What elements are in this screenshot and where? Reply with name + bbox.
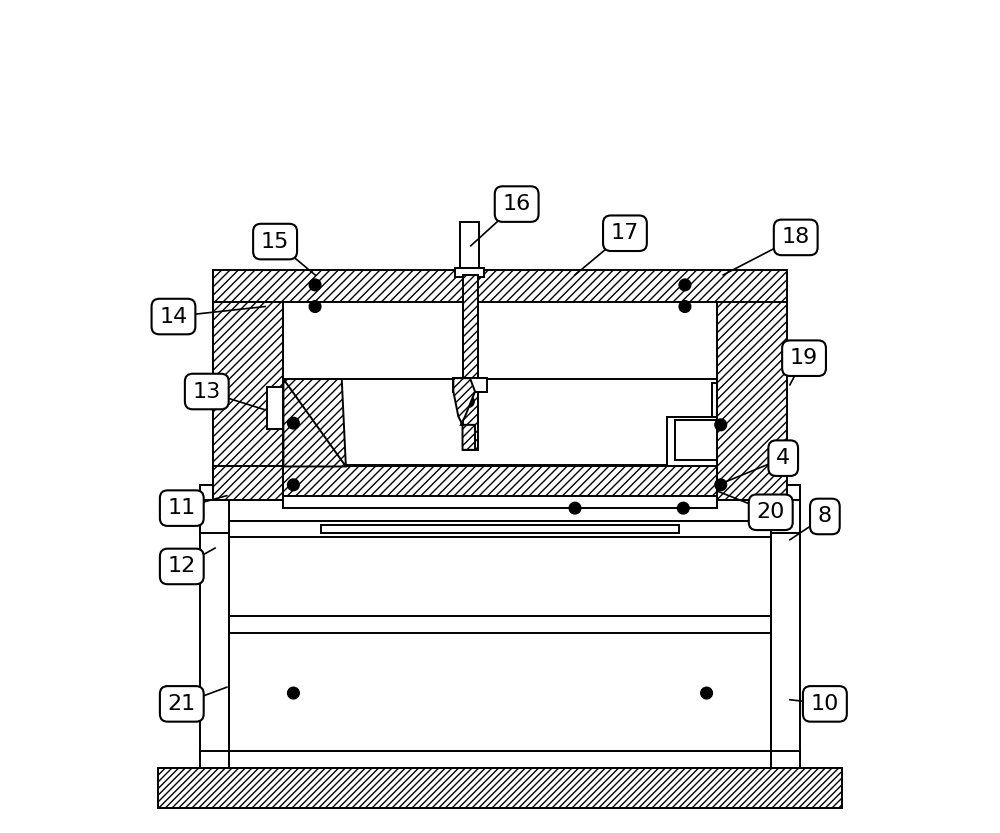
Text: 18: 18: [782, 227, 810, 247]
Text: 20: 20: [757, 502, 785, 522]
Bar: [321, 525, 679, 533]
Circle shape: [309, 301, 321, 312]
Circle shape: [288, 417, 299, 429]
Circle shape: [701, 687, 712, 699]
Text: 13: 13: [193, 382, 221, 402]
Text: 21: 21: [168, 694, 196, 714]
Text: 14: 14: [159, 307, 188, 327]
Bar: [455, 268, 484, 277]
Circle shape: [677, 502, 689, 514]
Circle shape: [569, 502, 581, 514]
Text: 11: 11: [168, 498, 196, 518]
Text: 16: 16: [503, 194, 531, 214]
Circle shape: [288, 479, 299, 491]
Bar: [213, 465, 787, 500]
Text: 12: 12: [168, 556, 196, 576]
Text: 19: 19: [790, 348, 818, 368]
Text: 15: 15: [261, 232, 289, 252]
Circle shape: [463, 396, 474, 407]
Text: 8: 8: [818, 506, 832, 526]
Bar: [200, 500, 229, 533]
Bar: [200, 500, 800, 521]
Text: 4: 4: [776, 448, 790, 468]
Bar: [213, 270, 787, 302]
Bar: [460, 222, 479, 270]
Bar: [463, 275, 478, 450]
Bar: [158, 768, 842, 808]
Bar: [200, 485, 229, 768]
Bar: [453, 378, 487, 392]
Polygon shape: [283, 379, 346, 466]
Bar: [283, 302, 717, 466]
Bar: [712, 383, 717, 433]
Bar: [675, 420, 717, 460]
Polygon shape: [453, 378, 475, 450]
Circle shape: [288, 687, 299, 699]
Text: 10: 10: [811, 694, 839, 714]
Bar: [200, 751, 800, 768]
Bar: [229, 521, 771, 537]
Circle shape: [715, 479, 727, 491]
Bar: [263, 383, 283, 433]
Circle shape: [679, 301, 691, 312]
Text: 17: 17: [611, 223, 639, 243]
Bar: [213, 275, 283, 500]
Bar: [771, 500, 800, 533]
Bar: [667, 416, 717, 466]
Bar: [213, 302, 283, 466]
Bar: [283, 496, 717, 508]
Bar: [717, 275, 787, 500]
Circle shape: [309, 279, 321, 291]
Circle shape: [679, 279, 691, 291]
Circle shape: [715, 419, 727, 431]
Bar: [771, 485, 800, 768]
Bar: [267, 387, 283, 429]
Bar: [229, 521, 771, 751]
